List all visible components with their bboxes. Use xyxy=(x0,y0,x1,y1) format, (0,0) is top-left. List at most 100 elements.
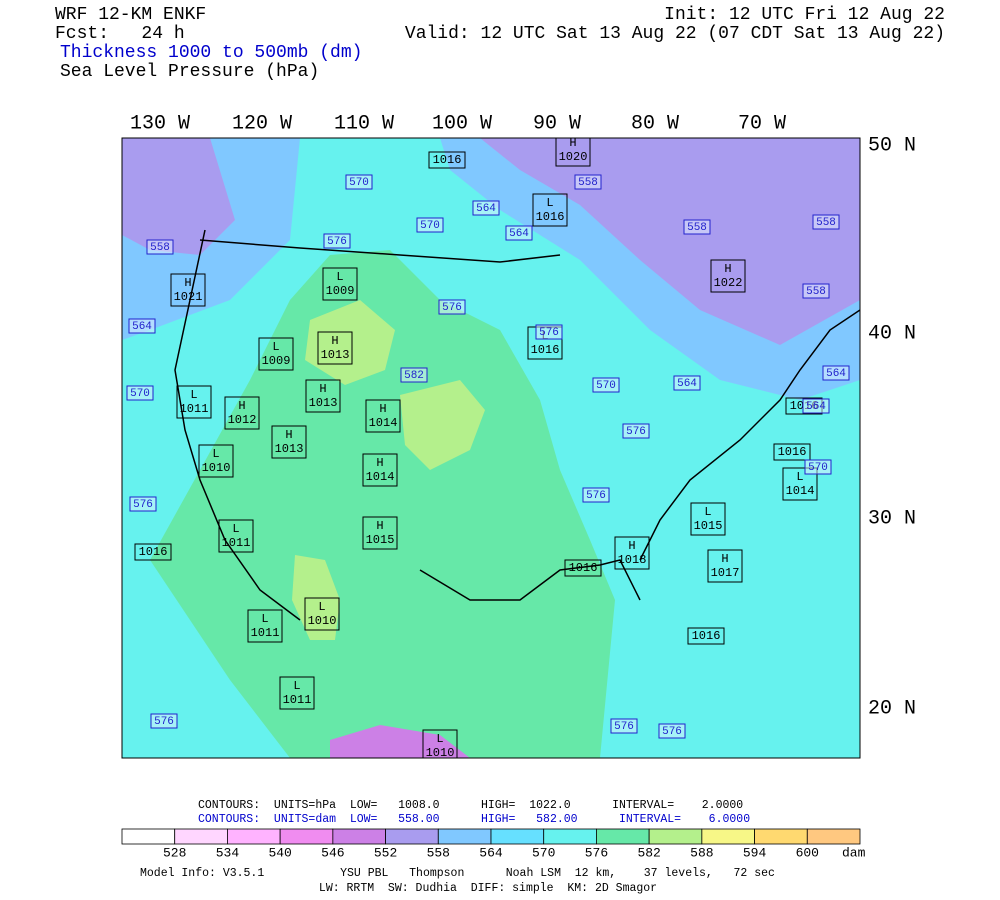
pressure-value: 1016 xyxy=(433,153,462,167)
colorbar-tick: 570 xyxy=(532,845,555,860)
pressure-box xyxy=(362,516,398,550)
pressure-box xyxy=(564,559,602,577)
thickness-box xyxy=(128,318,156,334)
pressure-value: 1016 xyxy=(139,545,168,559)
pressure-value: 1011 xyxy=(251,626,280,640)
field-pressure: Sea Level Pressure (hPa) xyxy=(60,62,319,82)
pressure-type: H xyxy=(379,402,386,416)
colorbar-tick: 594 xyxy=(743,845,767,860)
thickness-box xyxy=(812,214,840,230)
thickness-band xyxy=(330,725,470,758)
thickness-value: 576 xyxy=(586,490,606,502)
pressure-type: H xyxy=(285,428,292,442)
longitude-label: 70 W xyxy=(738,112,786,135)
pressure-box xyxy=(707,549,743,583)
valid-time: Valid: 12 UTC Sat 13 Aug 22 (07 CDT Sat … xyxy=(405,24,945,44)
longitude-label: 100 W xyxy=(432,112,492,135)
pressure-box xyxy=(362,453,398,487)
contours-thickness: CONTOURS: UNITS=dam LOW= 558.00 HIGH= 58… xyxy=(198,813,750,826)
thickness-value: 558 xyxy=(806,286,826,298)
colorbar-swatch xyxy=(754,828,808,845)
pressure-value: 1012 xyxy=(228,413,257,427)
thickness-value: 564 xyxy=(826,368,846,380)
thickness-value: 570 xyxy=(130,388,150,400)
thickness-box xyxy=(150,713,178,729)
pressure-value: 1017 xyxy=(711,566,740,580)
physics-info: LW: RRTM SW: Dudhia DIFF: simple KM: 2D … xyxy=(319,882,657,895)
colorbar-swatch xyxy=(596,828,650,845)
pressure-type: H xyxy=(724,262,731,276)
thickness-box xyxy=(673,375,701,391)
pressure-value: 1022 xyxy=(714,276,743,290)
longitude-label: 90 W xyxy=(533,112,581,135)
thickness-box xyxy=(582,487,610,503)
longitude-label: 80 W xyxy=(631,112,679,135)
thickness-box xyxy=(802,398,830,414)
pressure-box xyxy=(614,536,650,570)
pressure-type: L xyxy=(796,470,803,484)
thickness-value: 564 xyxy=(806,401,826,413)
pressure-value: 1018 xyxy=(618,553,647,567)
longitude-label: 110 W xyxy=(334,112,394,135)
pressure-type: L xyxy=(546,196,553,210)
thickness-box xyxy=(416,217,444,233)
pressure-type: H xyxy=(331,334,338,348)
thickness-box xyxy=(146,239,174,255)
colorbar-swatch xyxy=(227,828,281,845)
pressure-type: H xyxy=(721,552,728,566)
pressure-box xyxy=(710,259,746,293)
thickness-value: 564 xyxy=(132,321,152,333)
border xyxy=(199,239,561,263)
thickness-band xyxy=(480,138,860,345)
thickness-value: 570 xyxy=(808,462,828,474)
thickness-box xyxy=(592,377,620,393)
pressure-value: 1013 xyxy=(321,348,350,362)
pressure-value: 1015 xyxy=(366,533,395,547)
coastline xyxy=(174,229,301,621)
pressure-value: 1009 xyxy=(326,284,355,298)
thickness-value: 558 xyxy=(687,222,707,234)
map-area: 1016H1020L1016H1021L1009L1009H1013H1013L… xyxy=(121,137,861,759)
pressure-value: 1014 xyxy=(369,416,398,430)
thickness-band xyxy=(400,380,485,470)
thickness-box xyxy=(126,385,154,401)
thickness-box xyxy=(345,174,373,190)
longitude-label: 120 W xyxy=(232,112,292,135)
contours-pressure: CONTOURS: UNITS=hPa LOW= 1008.0 HIGH= 10… xyxy=(198,799,743,812)
colorbar-tick: 558 xyxy=(427,845,450,860)
pressure-type: H xyxy=(319,382,326,396)
thickness-value: 576 xyxy=(442,302,462,314)
colorbar-tick: 534 xyxy=(216,845,240,860)
colorbar-swatch xyxy=(332,828,386,845)
pressure-type: L xyxy=(272,340,279,354)
pressure-box xyxy=(690,502,726,536)
colorbar-swatch xyxy=(385,828,439,845)
colorbar-swatch xyxy=(701,828,755,845)
pressure-value: 1015 xyxy=(694,519,723,533)
pressure-type: H xyxy=(376,519,383,533)
colorbar-unit: dam xyxy=(842,845,866,860)
coastline xyxy=(419,559,641,601)
pressure-type: L xyxy=(212,447,219,461)
coastline xyxy=(639,309,860,561)
thickness-box xyxy=(535,324,563,340)
pressure-value: 1010 xyxy=(308,614,337,628)
model-info: Model Info: V3.5.1 YSU PBL Thompson Noah… xyxy=(140,867,775,880)
pressure-value: 1016 xyxy=(531,343,560,357)
field-thickness: Thickness 1000 to 500mb (dm) xyxy=(60,43,362,63)
colorbar-swatch xyxy=(437,828,492,845)
thickness-value: 564 xyxy=(476,203,496,215)
pressure-type: H xyxy=(376,456,383,470)
thickness-band xyxy=(122,138,235,255)
pressure-value: 1011 xyxy=(222,536,251,550)
longitude-label: 130 W xyxy=(130,112,190,135)
map-frame xyxy=(121,137,861,759)
pressure-type: L xyxy=(190,388,197,402)
thickness-box xyxy=(683,219,711,235)
latitude-label: 20 N xyxy=(868,697,916,720)
colorbar-tick: 546 xyxy=(321,845,344,860)
thickness-value: 576 xyxy=(154,716,174,728)
pressure-box xyxy=(365,399,401,433)
latitude-label: 40 N xyxy=(868,322,916,345)
